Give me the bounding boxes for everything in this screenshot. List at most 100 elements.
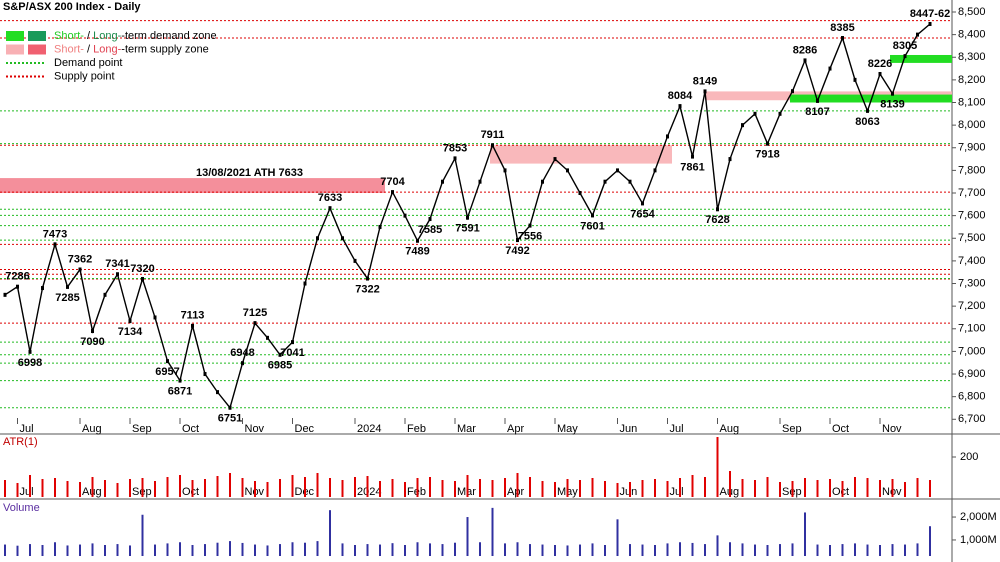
price-bar — [578, 191, 582, 196]
price-bar — [666, 134, 669, 139]
bar — [441, 544, 444, 556]
price-bar — [853, 77, 857, 82]
value-label: 7322 — [355, 283, 379, 295]
price-bar — [416, 238, 419, 243]
price-bar — [316, 236, 319, 241]
bar — [441, 480, 444, 497]
value-label: 7654 — [630, 208, 655, 220]
value-label: 7362 — [68, 253, 92, 265]
price-bar — [591, 213, 594, 218]
value-label: 7601 — [580, 220, 604, 232]
value-label: 7911 — [481, 129, 505, 141]
bar — [216, 542, 219, 556]
bar — [866, 478, 869, 497]
price-bar — [303, 281, 307, 286]
legend-text: Short- — [54, 43, 84, 55]
bar — [554, 545, 556, 556]
bar — [316, 473, 319, 497]
panel-title: Volume — [3, 502, 40, 514]
price-bar — [266, 335, 269, 340]
bar — [79, 544, 81, 556]
legend-text: / — [84, 43, 93, 55]
price-bar — [353, 258, 357, 263]
price-bar — [403, 213, 407, 218]
legend-text: -term demand zone — [121, 30, 216, 42]
price-bar — [766, 141, 769, 146]
price-bar — [678, 104, 682, 109]
bar — [654, 479, 656, 497]
bar — [666, 543, 669, 556]
bar — [166, 543, 169, 556]
bar — [179, 542, 181, 556]
x-tick-label: Mar — [457, 423, 476, 435]
value-label: 7041 — [280, 347, 304, 359]
y-tick-label: 7,800 — [958, 164, 986, 176]
price-bar — [328, 206, 332, 211]
bar — [816, 480, 819, 497]
bar — [791, 543, 794, 556]
price-bar — [166, 359, 169, 364]
price-bar — [453, 156, 457, 161]
price-bar — [191, 323, 194, 328]
bar — [79, 482, 81, 497]
bar — [479, 479, 481, 497]
value-label: 7591 — [455, 223, 479, 235]
bar — [879, 545, 881, 556]
bar — [566, 545, 569, 556]
bar — [691, 542, 694, 556]
bar — [241, 478, 244, 497]
bar — [904, 544, 906, 556]
y-tick-label: 8,200 — [958, 74, 986, 86]
supply-zone — [0, 178, 385, 194]
price-bar — [391, 190, 394, 195]
x-tick-label: Aug — [720, 423, 740, 435]
bar — [91, 543, 94, 556]
x-tick-label: 2024 — [357, 486, 381, 498]
x-tick-label: 2024 — [357, 423, 381, 435]
value-label: 8149 — [693, 75, 717, 87]
value-label: 8286 — [793, 44, 817, 56]
value-label: 7628 — [705, 214, 729, 226]
x-tick-label: Nov — [882, 423, 902, 435]
price-bar — [41, 286, 44, 291]
value-label: 7341 — [105, 258, 129, 270]
bar — [329, 478, 331, 497]
bar — [691, 475, 694, 497]
y-tick-label: 7,200 — [958, 300, 986, 312]
price-bar — [891, 91, 894, 96]
bar — [504, 478, 506, 497]
x-tick-label: Sep — [782, 423, 802, 435]
bar — [316, 541, 319, 556]
value-label: 6871 — [168, 385, 192, 397]
x-tick-label: Jul — [670, 423, 684, 435]
x-tick-label: Jun — [620, 486, 638, 498]
bar — [354, 477, 356, 497]
bar — [516, 473, 519, 497]
price-bar — [753, 111, 757, 116]
value-label: 7918 — [755, 149, 779, 161]
x-tick-label: Jul — [20, 486, 34, 498]
price-bar — [91, 329, 94, 334]
price-bar — [366, 276, 369, 281]
price-bar — [728, 157, 732, 162]
bar — [229, 541, 231, 556]
bar — [354, 545, 356, 556]
price-bar — [378, 224, 382, 229]
legend-label: Short- / Long--term supply zone — [54, 43, 209, 55]
value-label: 7134 — [118, 326, 143, 338]
bar — [179, 475, 181, 497]
bar — [604, 545, 606, 556]
x-tick-label: Oct — [832, 423, 849, 435]
bar — [29, 475, 31, 497]
bar — [841, 544, 844, 556]
bar — [429, 477, 431, 497]
bar — [679, 542, 681, 556]
price-bar — [741, 123, 744, 128]
x-tick-label: Oct — [832, 486, 849, 498]
price-bar — [53, 242, 57, 247]
bar — [666, 481, 669, 497]
legend-text: / — [84, 30, 93, 42]
value-label: 8385 — [830, 22, 854, 34]
bar — [16, 483, 19, 497]
